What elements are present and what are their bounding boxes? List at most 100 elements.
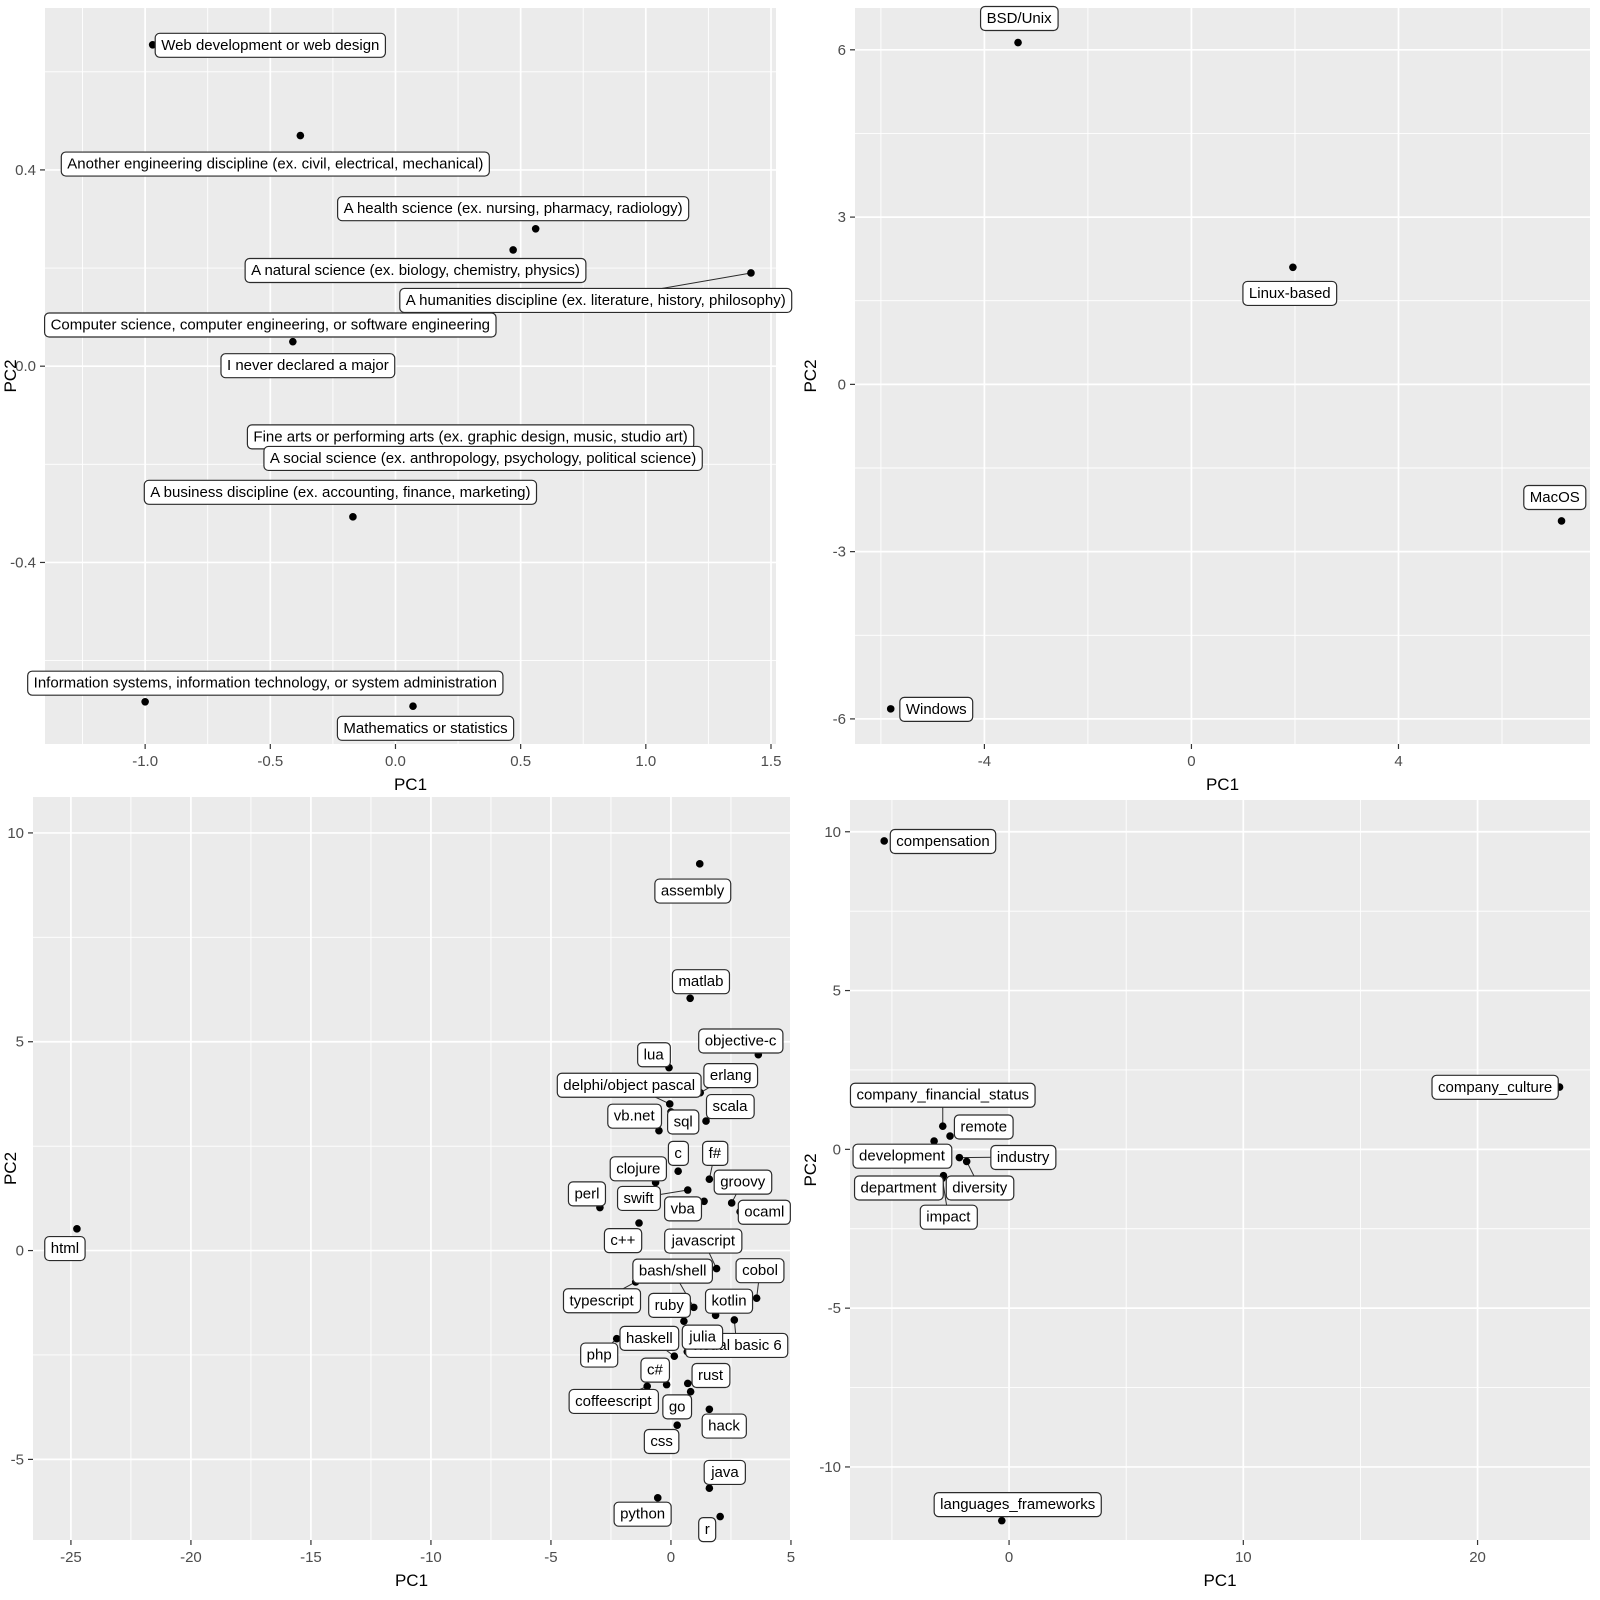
point-label-group: python	[613, 1501, 672, 1527]
label-box	[580, 1342, 619, 1368]
point-label-group: A natural science (ex. biology, chemistr…	[244, 257, 587, 284]
x-axis-title: PC1	[395, 1571, 428, 1590]
point-label: go	[669, 1398, 686, 1415]
y-tick-label: 6	[838, 42, 846, 59]
point-label: I never declared a major	[227, 357, 389, 374]
data-point	[705, 1175, 714, 1183]
label-box	[556, 1072, 702, 1098]
label-box	[737, 1199, 791, 1225]
point-label-group: javascript	[664, 1228, 743, 1254]
data-point	[1289, 263, 1297, 272]
point-label: haskell	[626, 1330, 673, 1347]
point-label-group: f#	[702, 1140, 729, 1166]
data-point	[73, 1225, 81, 1233]
point-label-group: erlang	[703, 1063, 759, 1089]
data-point	[670, 1352, 679, 1361]
point-label-group: A social science (ex. anthropology, psyc…	[263, 445, 703, 472]
label-box	[849, 1082, 1036, 1108]
y-axis-title: PC2	[801, 359, 820, 392]
point-label: r	[705, 1521, 710, 1538]
point-label: A business discipline (ex. accounting, f…	[150, 484, 530, 501]
data-point	[700, 1197, 708, 1206]
x-tick-label: 0	[1187, 753, 1195, 770]
point-label-group: MacOS	[1523, 484, 1587, 511]
y-tick-label: 0.0	[15, 358, 36, 375]
y-tick-label: -5	[11, 1451, 24, 1468]
point-label-group: typescript	[562, 1288, 642, 1314]
data-point	[962, 1157, 971, 1166]
x-axis-title: PC1	[1203, 1571, 1236, 1590]
data-point	[662, 1380, 671, 1389]
point-label: ocaml	[744, 1204, 784, 1221]
point-label-group: scala	[705, 1093, 755, 1120]
data-point	[635, 1219, 643, 1227]
label-box	[704, 1288, 754, 1314]
point-label-group: bash/shell	[632, 1258, 714, 1284]
data-point	[686, 994, 694, 1003]
data-point	[705, 1484, 714, 1493]
point-label-group: diversity	[945, 1175, 1015, 1201]
data-point	[880, 837, 889, 845]
point-label-group: cobol	[735, 1258, 785, 1284]
point-label: java	[710, 1464, 739, 1481]
pca-plot-majors: -1.0 -0.5 0.0 0.5 1.0 1.5 0.4 0.0 -0.4 PC1 PC2 Web …	[1, 8, 793, 794]
data-point	[673, 1421, 681, 1429]
label-box	[701, 1413, 747, 1439]
data-point	[349, 513, 357, 521]
label-box	[671, 969, 731, 995]
data-point	[712, 1264, 721, 1273]
label-box	[640, 1357, 671, 1383]
label-box	[44, 1235, 86, 1262]
point-label: MacOS	[1530, 489, 1580, 506]
point-label-group: ocaml	[737, 1199, 791, 1225]
y-tick-label: -3	[833, 544, 846, 561]
label-box	[336, 715, 515, 741]
y-tick-label: 5	[833, 983, 841, 1000]
point-label-group: remote	[953, 1114, 1014, 1140]
label-box	[613, 1501, 672, 1527]
point-label-group: coffeescript	[568, 1388, 659, 1415]
label-box	[220, 353, 396, 379]
label-box	[244, 257, 587, 284]
label-box	[933, 1492, 1102, 1518]
point-label-group: Windows	[899, 696, 974, 722]
data-point	[289, 337, 297, 346]
point-label-group: go	[662, 1394, 693, 1420]
point-label: Linux-based	[1249, 285, 1331, 302]
data-point	[409, 702, 417, 711]
x-tick-label: -4	[978, 753, 991, 770]
point-label: development	[859, 1148, 946, 1165]
label-box	[154, 32, 387, 58]
point-label-group: impact	[919, 1204, 978, 1230]
data-point	[686, 1387, 695, 1396]
point-label-group: c++	[603, 1228, 643, 1254]
data-point	[997, 1516, 1006, 1525]
x-tick-label: -15	[300, 1549, 322, 1566]
point-label-group: vba	[664, 1196, 703, 1222]
label-box	[703, 1063, 759, 1089]
label-box	[919, 1204, 978, 1230]
x-tick-label: 0.5	[510, 753, 531, 770]
data-point	[1014, 38, 1022, 47]
y-tick-label: 0	[838, 376, 846, 393]
point-label-group: objective-c	[698, 1028, 784, 1054]
point-label-group: Linux-based	[1242, 280, 1338, 307]
point-label-group: rust	[691, 1362, 731, 1389]
data-point	[747, 269, 755, 277]
label-box	[664, 1228, 743, 1254]
point-label-group: Fine arts or performing arts (ex. graphi…	[246, 424, 695, 450]
y-tick-label: 10	[824, 824, 841, 841]
x-tick-label: -5	[544, 1549, 557, 1566]
point-label-group: julia	[681, 1324, 724, 1350]
data-point	[955, 1153, 964, 1162]
y-tick-label: 0.4	[15, 162, 36, 179]
point-label-group: assembly	[654, 878, 732, 904]
data-point	[938, 1122, 947, 1130]
data-point	[946, 1132, 954, 1140]
label-box	[143, 479, 538, 505]
point-label: diversity	[952, 1179, 1008, 1196]
point-label-group: html	[44, 1235, 86, 1262]
label-box	[664, 1196, 703, 1222]
y-tick-label: 10	[7, 825, 24, 842]
label-box	[705, 1093, 755, 1120]
